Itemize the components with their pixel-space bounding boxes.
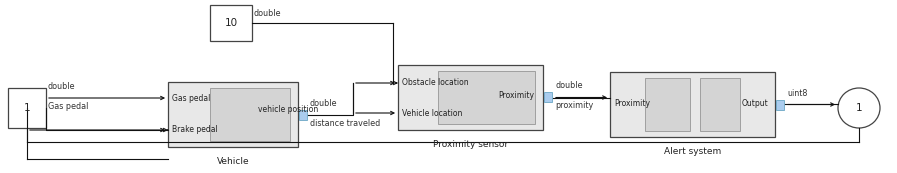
Text: Proximity sensor: Proximity sensor [433, 140, 508, 149]
Text: double: double [48, 82, 75, 91]
Bar [210, 5, 252, 41]
Bar [299, 110, 307, 120]
Text: uint8: uint8 [787, 89, 807, 98]
Text: double: double [254, 9, 282, 18]
Text: Vehicle: Vehicle [217, 157, 249, 166]
Text: Proximity: Proximity [614, 99, 650, 108]
Bar [438, 71, 535, 124]
Text: Gas pedal: Gas pedal [48, 102, 89, 111]
Bar [168, 82, 298, 147]
Text: 1: 1 [23, 103, 30, 113]
Text: Gas pedal: Gas pedal [172, 93, 211, 102]
Bar [544, 93, 552, 102]
Text: Proximity: Proximity [498, 90, 534, 99]
Bar [210, 88, 290, 141]
Text: Vehicle location: Vehicle location [402, 108, 462, 117]
Bar [645, 78, 690, 131]
Text: proximity: proximity [555, 102, 593, 111]
Text: Output: Output [742, 99, 769, 108]
Bar [398, 65, 543, 130]
Text: double: double [310, 98, 337, 107]
Bar [610, 72, 775, 137]
Text: Brake pedal: Brake pedal [172, 125, 218, 134]
Ellipse shape [838, 88, 880, 128]
Text: double: double [555, 81, 582, 90]
Text: vehicle position: vehicle position [258, 106, 318, 115]
Bar [776, 99, 784, 110]
Text: 1: 1 [856, 103, 862, 113]
Bar [8, 88, 46, 128]
Bar [700, 78, 740, 131]
Text: Alert system: Alert system [664, 147, 721, 156]
Text: Obstacle location: Obstacle location [402, 79, 468, 88]
Text: distance traveled: distance traveled [310, 119, 380, 128]
Text: 10: 10 [224, 18, 238, 28]
